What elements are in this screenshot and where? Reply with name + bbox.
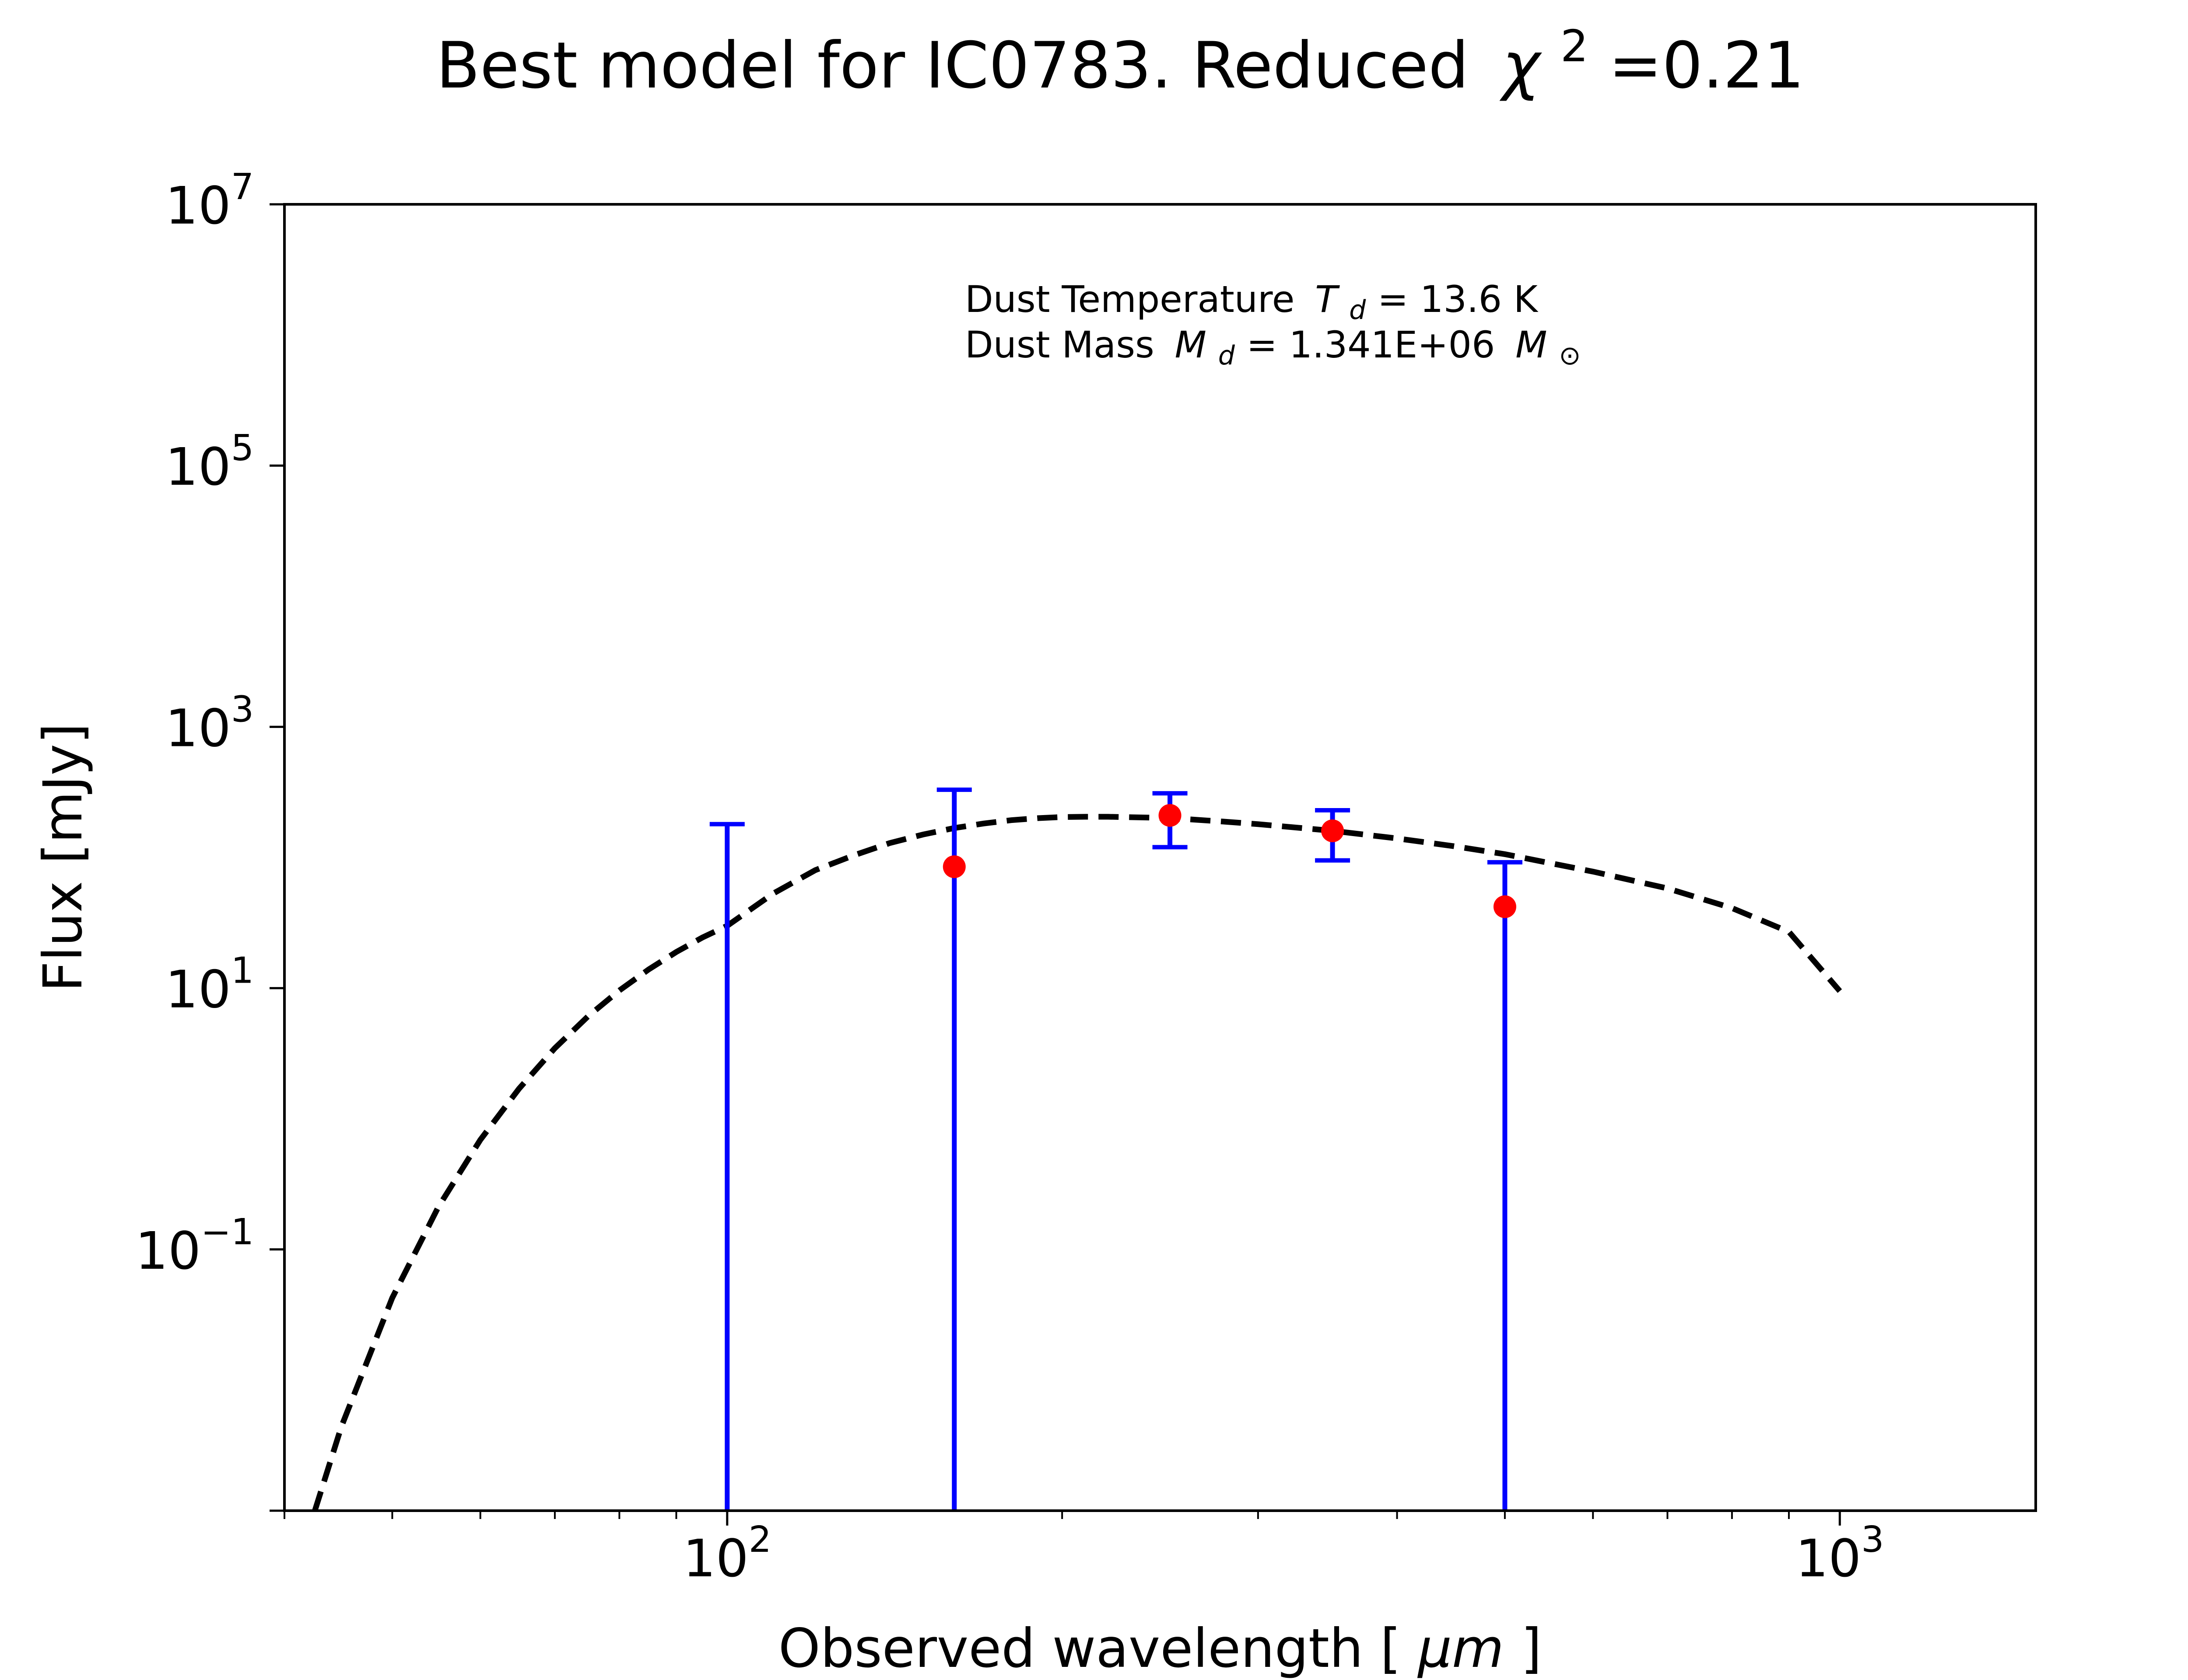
y-axis-label: Flux [mJy] (32, 723, 94, 992)
y-tick-label-0: 10−1 (135, 1211, 254, 1281)
chart-title: Best model for IC0783. Reduced χ 2 =0.21 (436, 2, 1805, 103)
data-point-2 (1158, 804, 1182, 827)
data-point-3 (1321, 819, 1344, 843)
x-tick-label-0: 102 (683, 1519, 771, 1589)
annotation-mass-value: = 1.341E+06 (1246, 323, 1495, 366)
y-tick-label-1: 101 (165, 950, 254, 1020)
annotation-temperature: Dust Temperature T d = 13.6 K (965, 278, 1539, 328)
annotation-mass-label: Dust Mass (965, 323, 1154, 366)
chart-title-chi: χ (1499, 28, 1542, 103)
annotation-mass: Dust Mass M d = 1.341E+06 M ⊙ (965, 323, 1581, 373)
annotation-mass-symbol: M (1175, 323, 1206, 366)
annotation-temperature-symbol: T (1315, 278, 1340, 321)
annotation-temperature-sub: d (1349, 295, 1366, 326)
chart-title-text: Best model for IC0783. Reduced (436, 28, 1469, 103)
x-axis-label-unit: μm (1417, 1617, 1504, 1680)
plot-area (312, 788, 1842, 1511)
data-point-4 (1493, 895, 1516, 918)
y-tick-label-2: 103 (165, 689, 254, 758)
annotation-temperature-value: = 13.6 K (1378, 278, 1539, 321)
axis-ticks: 102 103 10−1 101 103 105 107 (135, 166, 1884, 1589)
annotation-mass-unit-sub: ⊙ (1559, 340, 1581, 371)
x-tick-label-1: 103 (1795, 1519, 1884, 1589)
annotation-mass-sub: d (1218, 340, 1235, 371)
annotation-temperature-label: Dust Temperature (965, 278, 1294, 321)
model-curve (312, 814, 1842, 1511)
chart-title-chi-exp: 2 (1560, 21, 1588, 72)
x-axis-label-text: Observed wavelength [ (778, 1617, 1401, 1680)
plot-clip-group (312, 788, 1842, 1511)
data-point-1 (943, 855, 966, 878)
annotation-mass-unit: M (1515, 323, 1547, 366)
y-tick-label-4: 107 (165, 166, 254, 236)
axes-frame (283, 203, 2037, 1512)
y-tick-label-3: 105 (165, 427, 254, 497)
chart-title-chi-value: =0.21 (1609, 28, 1804, 103)
x-axis-label: Observed wavelength [ μm ] (778, 1617, 1542, 1680)
x-axis-label-close: ] (1521, 1617, 1542, 1680)
